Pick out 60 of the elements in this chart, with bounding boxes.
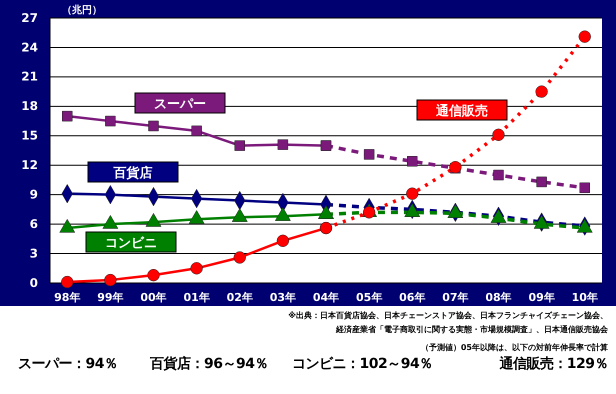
text: 通信販売：129％ (498, 355, 608, 372)
label-box: 通信販売 (416, 100, 508, 120)
text: スーパー：94％ (18, 356, 118, 372)
label-box: スーパー (134, 92, 226, 114)
x-tick-label: 99年 (97, 290, 124, 304)
point (407, 156, 418, 167)
y-tick-label: 15 (21, 128, 38, 143)
point (362, 206, 376, 218)
x-tick-label: 03年 (270, 290, 296, 304)
y-axis-title: （兆円） (62, 4, 102, 16)
label-box: 百貨店 (88, 162, 178, 182)
point (535, 85, 548, 98)
series-label: スーパー (154, 97, 206, 112)
x-tick-label: 05年 (356, 290, 382, 304)
point (536, 176, 547, 188)
point (234, 140, 245, 151)
y-tick-label: 27 (21, 10, 38, 25)
y-tick-label: 21 (21, 70, 38, 84)
x-tick-label: 01年 (183, 290, 210, 304)
text: コンビニ：102～94％ (292, 356, 433, 372)
point (61, 276, 74, 288)
y-tick-label: 12 (21, 158, 38, 172)
text: （予測値）05年以降は、以下の対前年伸長率で計算 (420, 342, 608, 352)
text: 経済産業省「電子商取引に関する実態・市場規模調査」、日本通信販売協会 (335, 324, 609, 334)
point (148, 120, 159, 132)
point (492, 128, 505, 141)
x-tick-label: 06年 (399, 290, 426, 304)
point (578, 30, 591, 43)
point (147, 268, 160, 282)
point (580, 182, 590, 194)
point (191, 126, 202, 136)
text: 百貨店：96～94％ (149, 355, 268, 372)
point (62, 110, 72, 122)
y-tick-label: 6 (30, 216, 38, 231)
label-box: コンビニ (86, 232, 176, 252)
point (278, 139, 288, 150)
x-tick-label: 08年 (485, 290, 512, 304)
point (406, 188, 418, 200)
x-tick-label: 10年 (572, 290, 598, 304)
x-tick-label: 09年 (528, 290, 555, 304)
point (234, 251, 246, 264)
x-tick-label: 98年 (54, 290, 80, 304)
y-tick-label: 9 (30, 188, 38, 202)
series-label: コンビニ (105, 236, 157, 251)
point (276, 234, 290, 247)
point (493, 170, 504, 180)
y-tick-label: 24 (21, 40, 38, 54)
y-tick-label: 18 (21, 99, 38, 114)
text: ※出典：日本百貨店協会、日本チェーンストア協会、日本フランチャイズチェーン協会、 (288, 310, 608, 320)
x-tick-label: 00年 (140, 290, 167, 304)
y-tick-label: 0 (30, 276, 38, 290)
x-tick-label: 04年 (312, 290, 340, 304)
point (104, 274, 117, 286)
point (364, 149, 374, 160)
x-tick-label: 02年 (226, 290, 253, 304)
point (105, 116, 116, 126)
point (190, 262, 203, 274)
y-tick-label: 3 (30, 246, 38, 260)
series-label: 百貨店 (112, 165, 152, 181)
x-tick-label: 07年 (442, 290, 469, 304)
